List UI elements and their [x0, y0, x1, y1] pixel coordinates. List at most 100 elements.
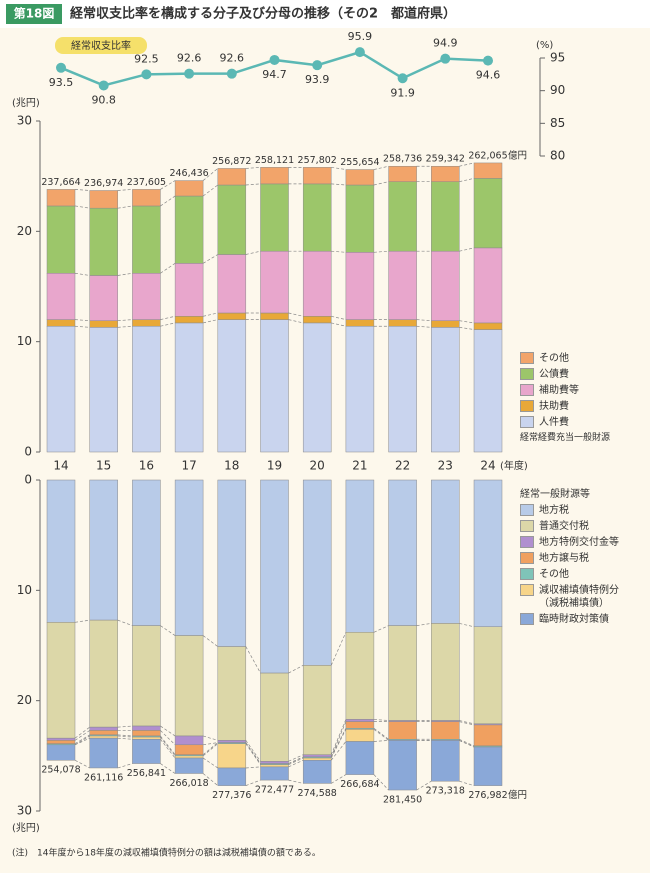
- bar-segment: [431, 740, 460, 782]
- bar-segment: [217, 767, 247, 786]
- bar-segment: [473, 322, 503, 330]
- legend-item: その他: [520, 568, 619, 581]
- connector: [331, 322, 346, 327]
- bar-segment: [89, 735, 118, 739]
- bar-segment: [302, 183, 332, 252]
- legend-item: 地方特例交付金等: [520, 536, 619, 549]
- bar-segment: [260, 183, 289, 252]
- connector: [74, 325, 90, 328]
- bar-segment: [473, 746, 503, 786]
- connector: [459, 178, 475, 183]
- legend-label: 公債費: [539, 369, 569, 380]
- data-label: 92.6: [177, 52, 202, 65]
- connector: [160, 263, 176, 274]
- connector: [373, 727, 389, 740]
- connector: [288, 665, 304, 674]
- connector: [74, 319, 90, 322]
- connector: [245, 742, 261, 764]
- total-label: 274,588: [298, 788, 337, 799]
- bar-segment: [260, 319, 289, 453]
- connector: [416, 623, 432, 626]
- bar-segment: [132, 736, 161, 740]
- legend: その他 公債費 補助費等 扶助費 人件費 経常経費充当一般財源: [520, 352, 610, 448]
- figure-badge: [6, 4, 62, 24]
- bar-segment: [132, 730, 161, 737]
- total-label: 236,974: [84, 178, 123, 189]
- unit-label: 億円: [508, 789, 527, 801]
- bar-segment: [89, 619, 118, 728]
- bar-segment: [217, 479, 247, 647]
- ratio-point: [56, 62, 66, 73]
- connector: [373, 250, 389, 253]
- bar-segment: [174, 757, 204, 774]
- x-axis-label: (年度): [500, 459, 528, 472]
- y2-axis-label: (%): [536, 40, 553, 51]
- y-tick-label: 10: [17, 334, 32, 348]
- connector: [245, 743, 261, 765]
- total-label: 258,121: [255, 155, 294, 166]
- bar-segment: [431, 623, 460, 721]
- y-axis-label: (兆円): [12, 97, 40, 109]
- connector: [160, 725, 176, 737]
- connector: [160, 736, 176, 757]
- bar-segment: [388, 721, 417, 740]
- bar-segment: [46, 479, 76, 623]
- connector: [459, 326, 475, 330]
- bar-segment: [388, 625, 417, 721]
- connector: [74, 737, 90, 746]
- bar-segment: [345, 721, 375, 729]
- total-label: 258,736: [383, 154, 422, 165]
- connector: [331, 774, 347, 784]
- legend-label: 普通交付税: [539, 521, 589, 532]
- connector: [459, 162, 475, 167]
- bar-segment: [46, 189, 76, 207]
- connector: [459, 247, 475, 252]
- x-tick-label: 20: [310, 459, 325, 473]
- connector: [288, 759, 304, 768]
- connector: [245, 646, 261, 674]
- connector: [245, 766, 261, 769]
- bar-segment: [345, 729, 375, 742]
- connector: [288, 319, 304, 324]
- connector: [202, 743, 219, 757]
- legend-swatch: [520, 416, 534, 428]
- connector: [459, 623, 475, 628]
- x-tick-label: 17: [181, 459, 196, 473]
- bar-segment: [431, 181, 460, 252]
- bar-segment: [473, 724, 503, 747]
- connector: [330, 728, 347, 758]
- bar-segment: [89, 327, 118, 453]
- legend-label: 扶助費: [539, 401, 569, 412]
- connector: [203, 742, 218, 746]
- total-label: 257,802: [298, 155, 337, 166]
- bar-segment: [302, 759, 332, 784]
- connector: [202, 254, 218, 264]
- total-label: 237,605: [127, 177, 166, 188]
- bar-segment: [302, 316, 332, 324]
- legend-swatch: [520, 384, 534, 396]
- connector: [203, 312, 218, 317]
- total-label: 281,450: [383, 795, 422, 806]
- legend-item: 補助費等: [520, 384, 610, 397]
- bar-segment: [46, 325, 76, 453]
- connector: [459, 721, 475, 726]
- bar-segment: [302, 250, 332, 317]
- connector: [160, 739, 176, 759]
- bar-segment: [132, 189, 161, 207]
- bar-segment: [388, 165, 417, 182]
- bar-segment: [345, 719, 375, 722]
- ratio-point: [354, 47, 365, 58]
- bar-segment: [345, 252, 375, 320]
- bar-segment: [302, 754, 332, 758]
- bar-segment: [260, 167, 289, 185]
- legend-label: その他: [539, 569, 569, 580]
- bar-segment: [174, 322, 204, 453]
- connector: [373, 774, 389, 791]
- connector: [245, 166, 261, 169]
- bar-segment: [345, 741, 375, 775]
- connector: [373, 181, 389, 186]
- connector: [117, 272, 133, 276]
- total-label: 276,982: [468, 790, 507, 801]
